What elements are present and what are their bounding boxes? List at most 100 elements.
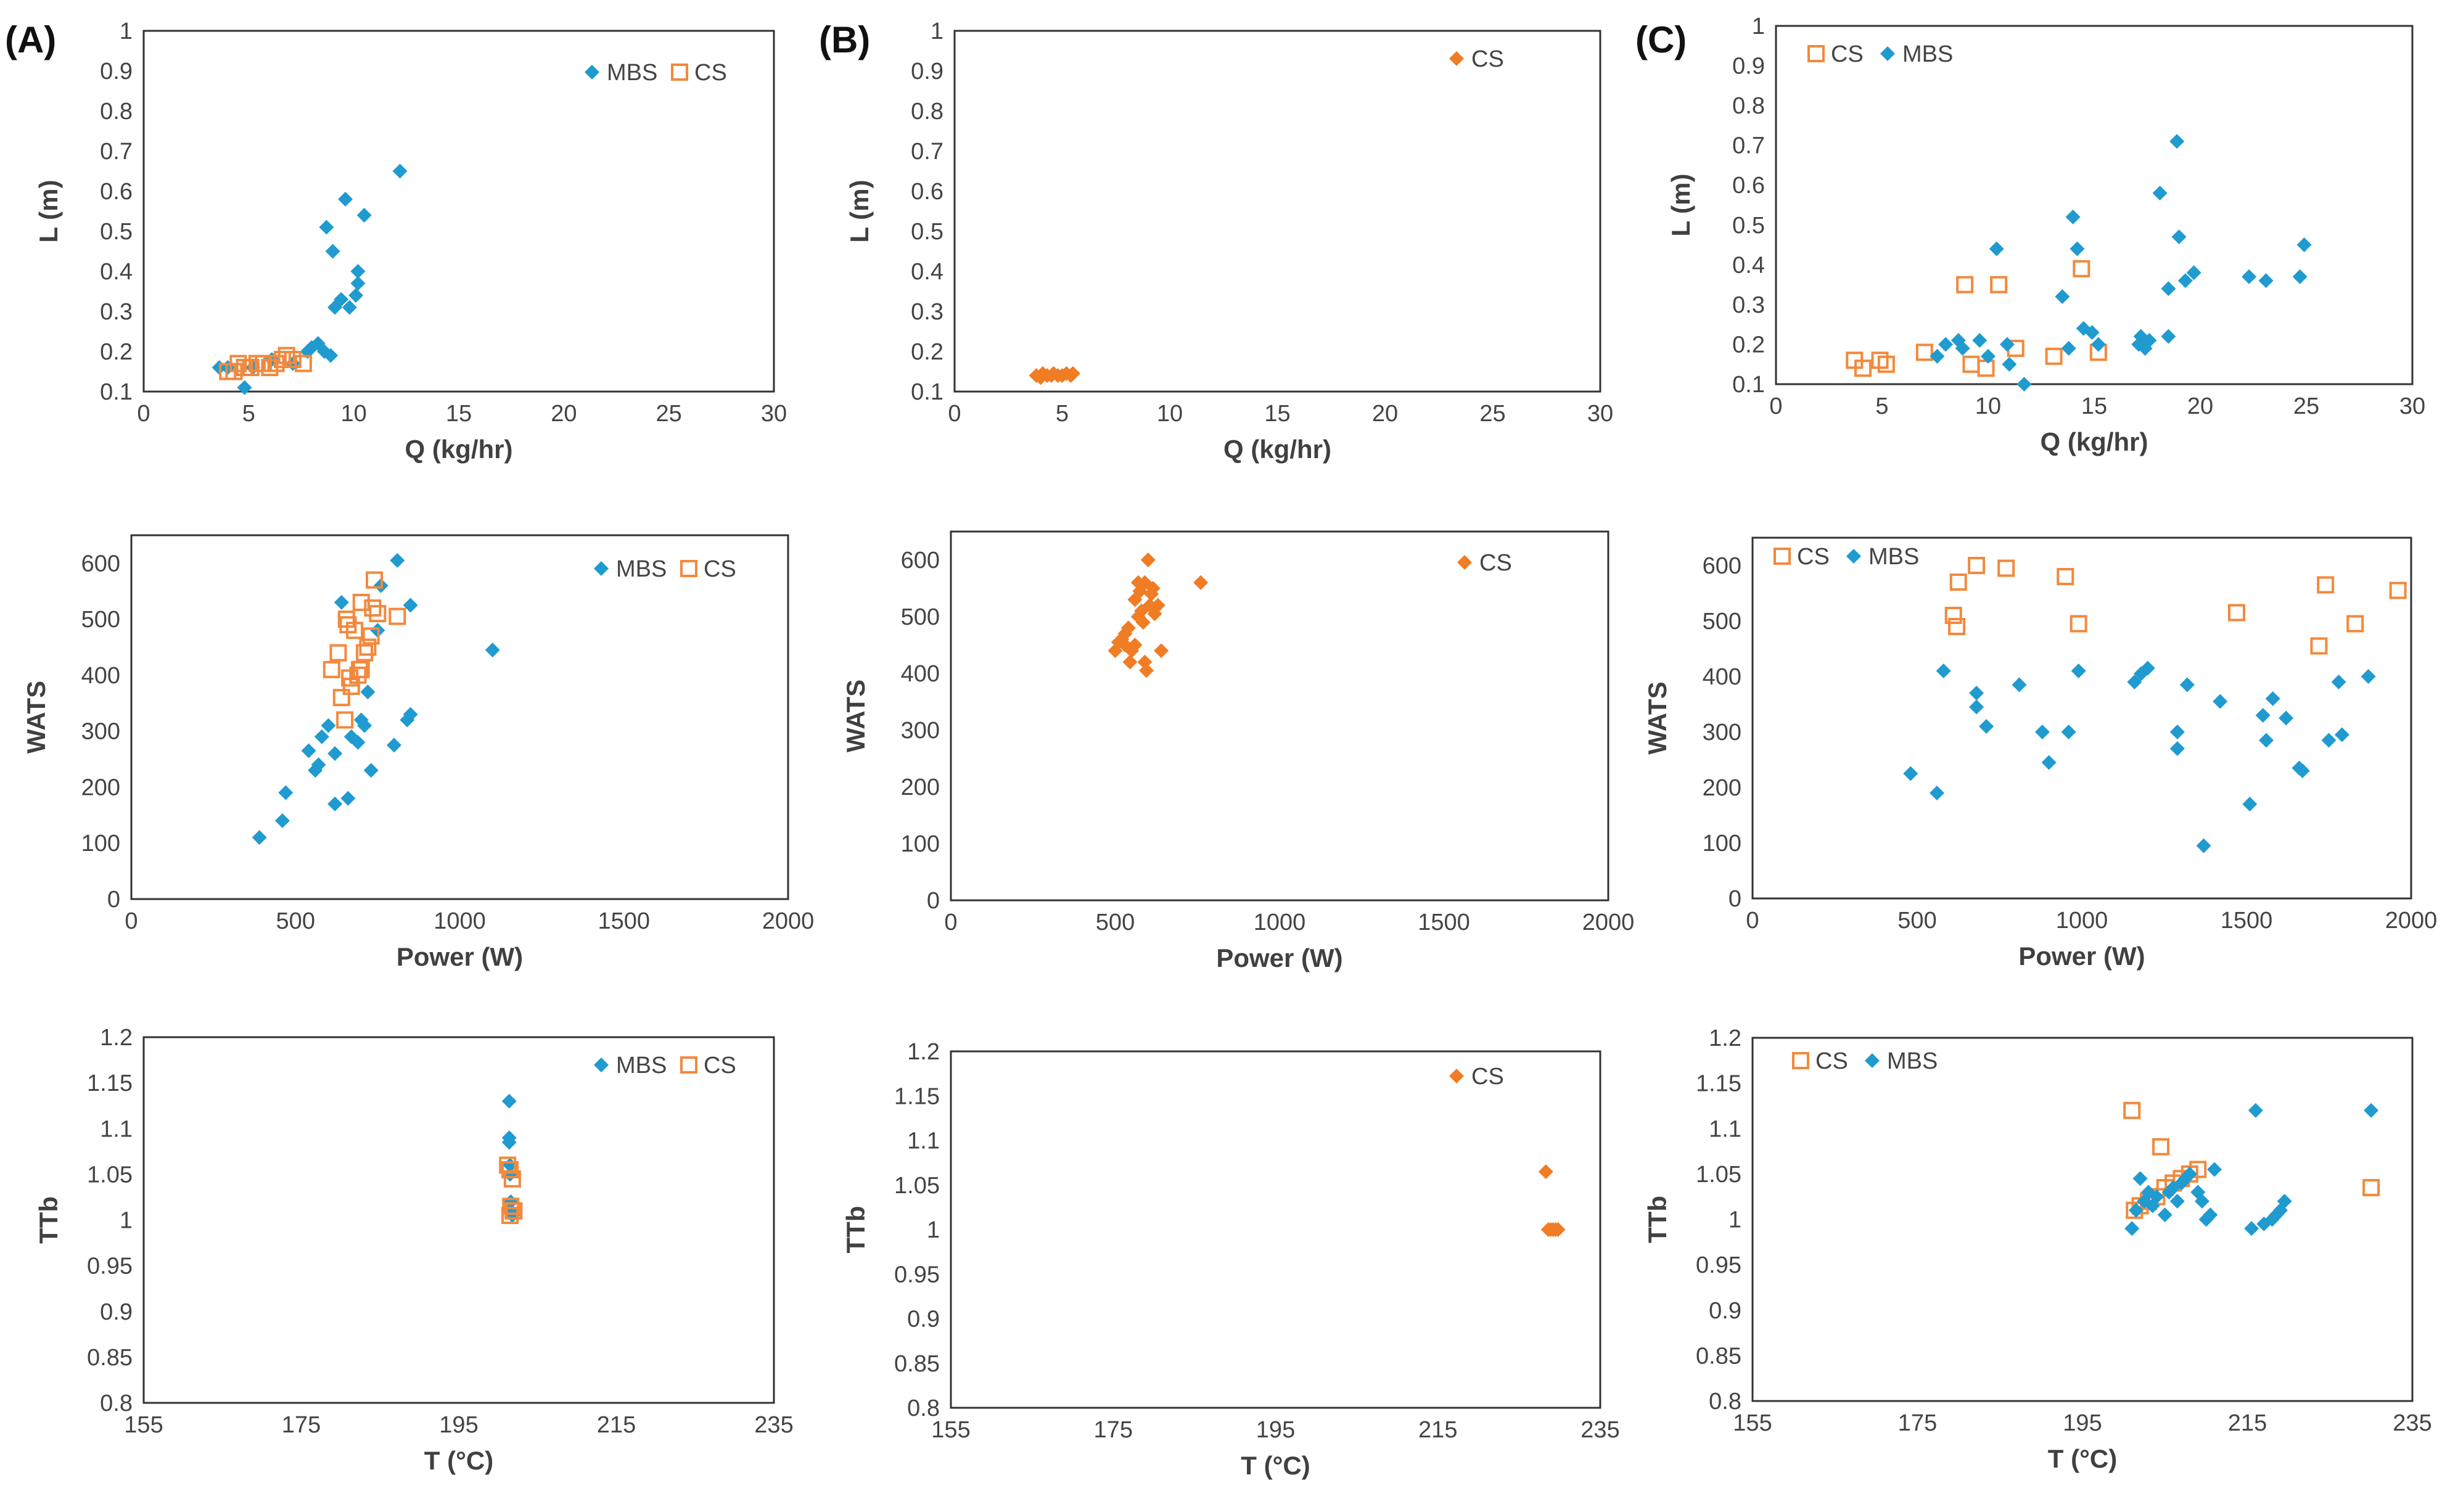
plot-area-frame [130, 534, 789, 900]
data-point-cs [1968, 557, 1986, 574]
data-point-mbs [360, 684, 376, 700]
y-axis-title: L (m) [34, 180, 63, 243]
data-point-cs [1538, 1164, 1553, 1180]
data-point-mbs [1938, 337, 1954, 352]
data-point-mbs [2161, 281, 2176, 297]
legend-marker-cs [671, 64, 688, 81]
legend: CS [1449, 1064, 1504, 1090]
x-tick-label: 15 [446, 401, 472, 427]
data-point-cs [352, 660, 370, 678]
data-point-cs [294, 355, 312, 372]
data-point-cs [369, 605, 387, 623]
data-point-cs [2389, 581, 2407, 599]
y-tick-label: 600 [901, 548, 940, 573]
y-tick-label: 300 [81, 719, 120, 745]
data-point-mbs [403, 598, 418, 613]
y-tick-label: 0 [1728, 886, 1741, 912]
data-point-mbs [1969, 686, 1984, 701]
data-point-cs [1065, 366, 1080, 381]
data-point-mbs [2292, 269, 2308, 284]
y-tick-label: 1 [931, 18, 943, 44]
legend: CS MBS [1807, 41, 1953, 67]
x-tick-label: 1500 [1418, 910, 1470, 935]
data-point-mbs [2213, 694, 2228, 709]
data-point-mbs [2012, 677, 2027, 692]
legend-label-cs: CS [1471, 1064, 1504, 1090]
x-tick-label: 15 [1264, 401, 1290, 427]
x-tick-label: 10 [1975, 393, 2001, 419]
data-point-mbs [338, 192, 353, 207]
y-tick-label: 1 [1728, 1207, 1741, 1233]
data-point-cs [366, 571, 384, 589]
data-point-cs [359, 638, 377, 656]
x-tick-label: 2000 [762, 908, 815, 934]
data-point-cs [364, 599, 382, 617]
data-point-mbs [2061, 340, 2076, 356]
y-tick-label: 1 [120, 1208, 133, 1234]
x-tick-label: 5 [1875, 393, 1888, 419]
data-point-cs [2045, 347, 2063, 365]
y-tick-label: 0.7 [911, 139, 943, 165]
data-point-mbs [348, 288, 364, 303]
x-tick-label: 1500 [2221, 908, 2273, 934]
y-tick-label: 0.6 [1732, 173, 1765, 199]
data-point-mbs [2002, 356, 2017, 372]
x-tick-label: 10 [341, 401, 367, 427]
data-point-mbs [2258, 273, 2274, 289]
data-point-mbs [319, 220, 334, 235]
legend-label-cs: CS [1797, 544, 1830, 570]
data-point-mbs [2169, 1194, 2185, 1209]
data-point-cs [362, 627, 380, 645]
y-tick-label: 0.2 [100, 339, 133, 365]
y-tick-label: 1 [1752, 14, 1765, 39]
legend-label-mbs: MBS [616, 1053, 667, 1079]
y-tick-label: 0.6 [911, 179, 943, 205]
data-point-mbs [274, 813, 290, 828]
data-point-mbs [2161, 329, 2176, 344]
x-tick-label: 155 [124, 1412, 163, 1438]
legend-marker-mbs [594, 561, 609, 576]
legend: CS MBS [1774, 544, 1919, 570]
data-point-cs [1120, 620, 1136, 636]
x-axis-title: Power (W) [397, 942, 523, 971]
data-point-mbs [2259, 733, 2274, 748]
data-point-cs [2227, 604, 2245, 622]
y-tick-label: 0 [927, 888, 940, 914]
x-tick-label: 235 [1580, 1417, 1619, 1443]
x-tick-label: 500 [1096, 910, 1135, 935]
x-tick-label: 25 [2293, 393, 2319, 419]
x-tick-label: 1500 [598, 908, 650, 934]
y-tick-label: 0.85 [87, 1345, 133, 1371]
y-tick-label: 0.1 [911, 379, 943, 405]
y-tick-label: 1.05 [87, 1162, 133, 1188]
y-tick-label: 500 [81, 607, 120, 633]
data-point-cs [1962, 355, 1980, 373]
data-point-mbs [2084, 325, 2100, 340]
x-tick-label: 215 [1418, 1417, 1457, 1443]
y-tick-label: 0.7 [100, 139, 133, 165]
data-point-mbs [2186, 265, 2201, 281]
y-tick-label: 0.7 [1732, 133, 1765, 159]
y-tick-label: 100 [81, 831, 120, 857]
data-point-mbs [350, 734, 366, 750]
legend-marker-cs [680, 1056, 697, 1074]
y-tick-label: 1.05 [894, 1173, 940, 1199]
y-tick-label: 400 [81, 663, 120, 689]
data-point-mbs [342, 300, 357, 315]
series-cs [1538, 1164, 1566, 1237]
y-tick-label: 0.8 [100, 99, 133, 125]
data-point-mbs [311, 757, 326, 773]
data-point-cs [329, 644, 347, 662]
x-tick-label: 1000 [1254, 910, 1306, 935]
data-point-mbs [2177, 273, 2193, 289]
y-tick-label: 1.1 [1709, 1116, 1741, 1142]
data-point-mbs [2265, 691, 2280, 706]
data-point-cs [273, 351, 291, 368]
data-point-mbs [1903, 766, 1918, 781]
x-tick-label: 30 [2399, 393, 2425, 419]
y-tick-label: 0.9 [1732, 54, 1765, 80]
chart-b-t: 155 175 195 215 235 0.8 0.85 0.9 0.95 1 1.05 1.1 1.1… [841, 1039, 1620, 1480]
y-tick-label: 0.95 [1696, 1252, 1741, 1278]
y-tick-label: 0.95 [894, 1262, 940, 1288]
